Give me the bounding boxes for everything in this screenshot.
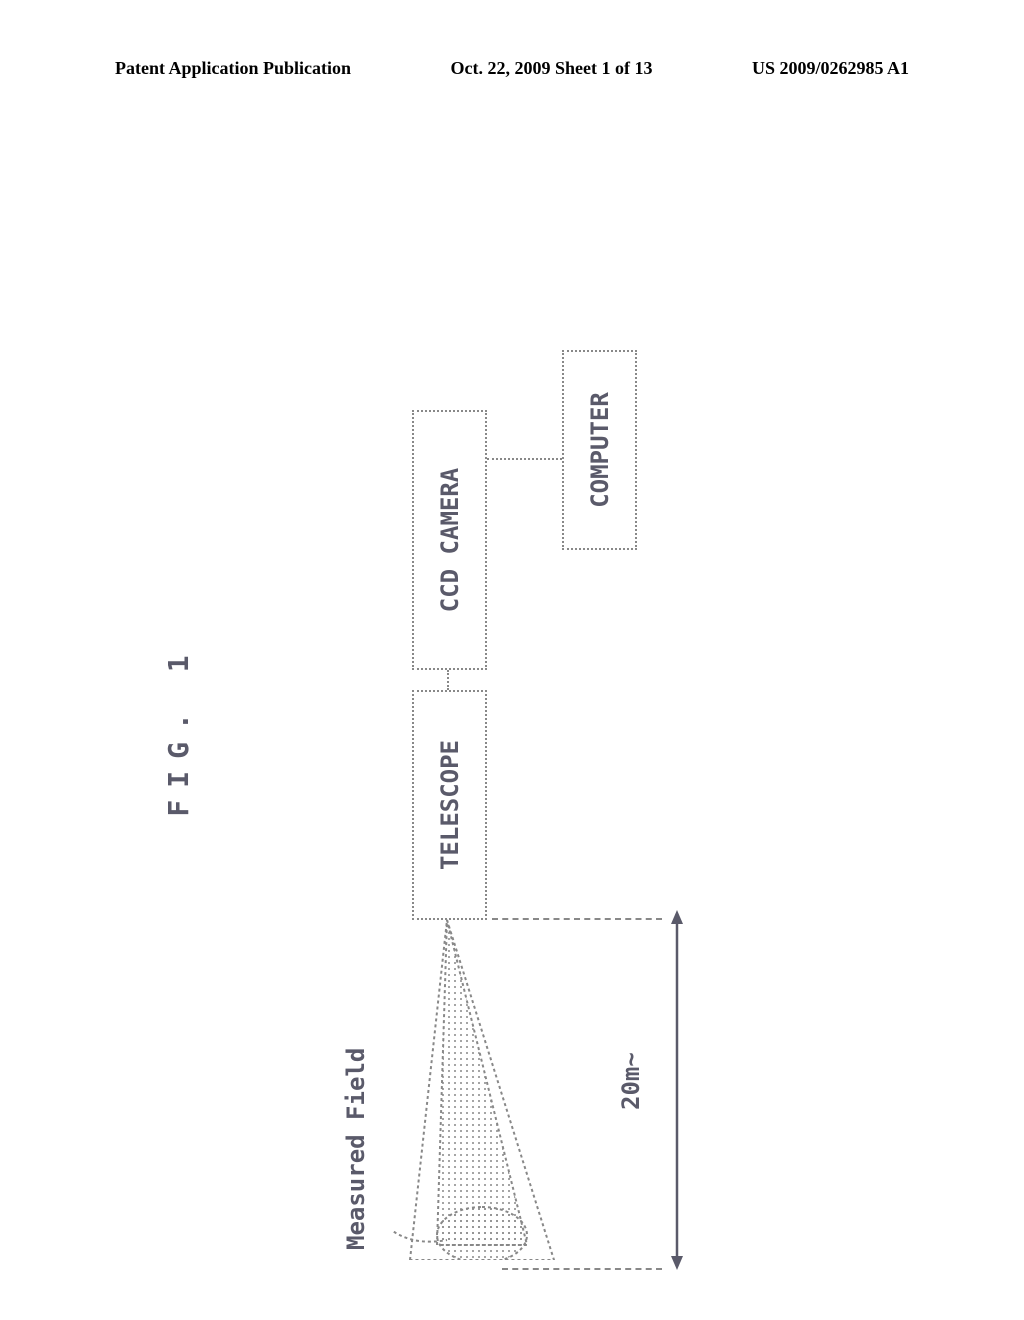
telescope-label: TELESCOPE: [436, 740, 464, 870]
ccd-camera-box: CCD CAMERA: [412, 410, 487, 670]
computer-label: COMPUTER: [586, 392, 614, 508]
measured-field-label: Measured Field: [342, 1048, 370, 1250]
dimension-line-left: [502, 1268, 662, 1270]
dimension-line-right: [492, 918, 662, 920]
connector-telescope-ccd: [447, 670, 449, 690]
page-header: Patent Application Publication Oct. 22, …: [0, 58, 1024, 79]
connector-ccd-computer: [487, 458, 562, 460]
figure-area: FIG. 1 Measured Field TELESCOPE CCD CAME…: [0, 180, 1024, 1280]
telescope-box: TELESCOPE: [412, 690, 487, 920]
figure-label: FIG. 1: [162, 643, 195, 816]
computer-box: COMPUTER: [562, 350, 637, 550]
ccd-camera-label: CCD CAMERA: [436, 468, 464, 613]
rotated-figure: FIG. 1 Measured Field TELESCOPE CCD CAME…: [212, 280, 812, 1180]
header-left: Patent Application Publication: [115, 58, 351, 79]
distance-arrow: [662, 910, 692, 1270]
distance-label: 20m~: [617, 1052, 645, 1110]
header-center: Oct. 22, 2009 Sheet 1 of 13: [451, 58, 653, 79]
measurement-cone-diagram: [392, 900, 572, 1260]
header-right: US 2009/0262985 A1: [752, 58, 909, 79]
